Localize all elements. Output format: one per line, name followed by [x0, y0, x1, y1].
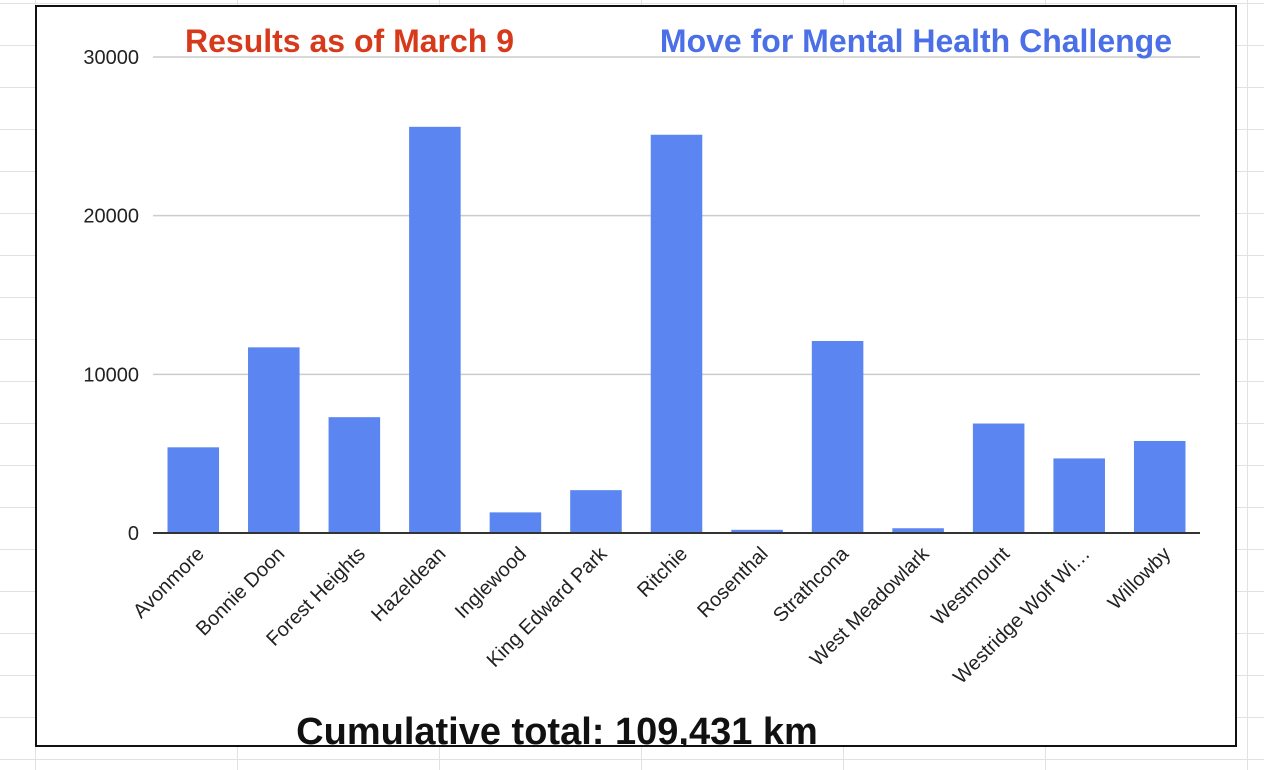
- chart-subtitle: Move for Mental Health Challenge: [660, 23, 1172, 59]
- bar-rosenthal[interactable]: [731, 529, 783, 533]
- category-label: Inglewood: [451, 543, 531, 623]
- bar-willowby[interactable]: [1133, 440, 1186, 533]
- category-label: Hazeldean: [367, 543, 450, 626]
- bar-avonmore[interactable]: [167, 447, 220, 533]
- category-label: Westridge Wolf Wi…: [949, 543, 1094, 688]
- category-label: Westmount: [927, 543, 1014, 630]
- y-tick-labels: 0 10000 20000 30000: [83, 47, 139, 545]
- chart-container[interactable]: 0 10000 20000 30000 Avonmore Bonnie Doon Fore…: [35, 5, 1237, 747]
- bar-king-edward-park[interactable]: [570, 490, 622, 533]
- category-label: Rosenthal: [693, 543, 772, 622]
- bar-westridge-wolf-wi[interactable]: [1053, 458, 1105, 533]
- bar-hazeldean[interactable]: [409, 126, 461, 534]
- chart-title: Results as of March 9: [185, 23, 514, 59]
- y-tick-label: 10000: [83, 364, 139, 386]
- bar-westmount[interactable]: [972, 423, 1025, 533]
- y-tick-label: 30000: [83, 47, 139, 69]
- y-tick-label: 0: [128, 523, 139, 545]
- bars: [167, 126, 1186, 534]
- bar-inglewood[interactable]: [489, 512, 542, 533]
- category-label: Strathcona: [769, 542, 854, 627]
- category-label: Willowby: [1104, 543, 1175, 614]
- bar-strathcona[interactable]: [811, 341, 864, 533]
- category-label: Ritchie: [633, 543, 692, 602]
- category-label: Avonmore: [129, 543, 209, 623]
- bar-bonnie-doon[interactable]: [248, 347, 300, 533]
- bar-west-meadowlark[interactable]: [892, 528, 944, 533]
- y-tick-label: 20000: [83, 206, 139, 228]
- bar-ritchie[interactable]: [650, 134, 703, 533]
- cumulative-total-label: Cumulative total: 109,431 km: [296, 711, 818, 745]
- bar-forest-heights[interactable]: [328, 417, 381, 533]
